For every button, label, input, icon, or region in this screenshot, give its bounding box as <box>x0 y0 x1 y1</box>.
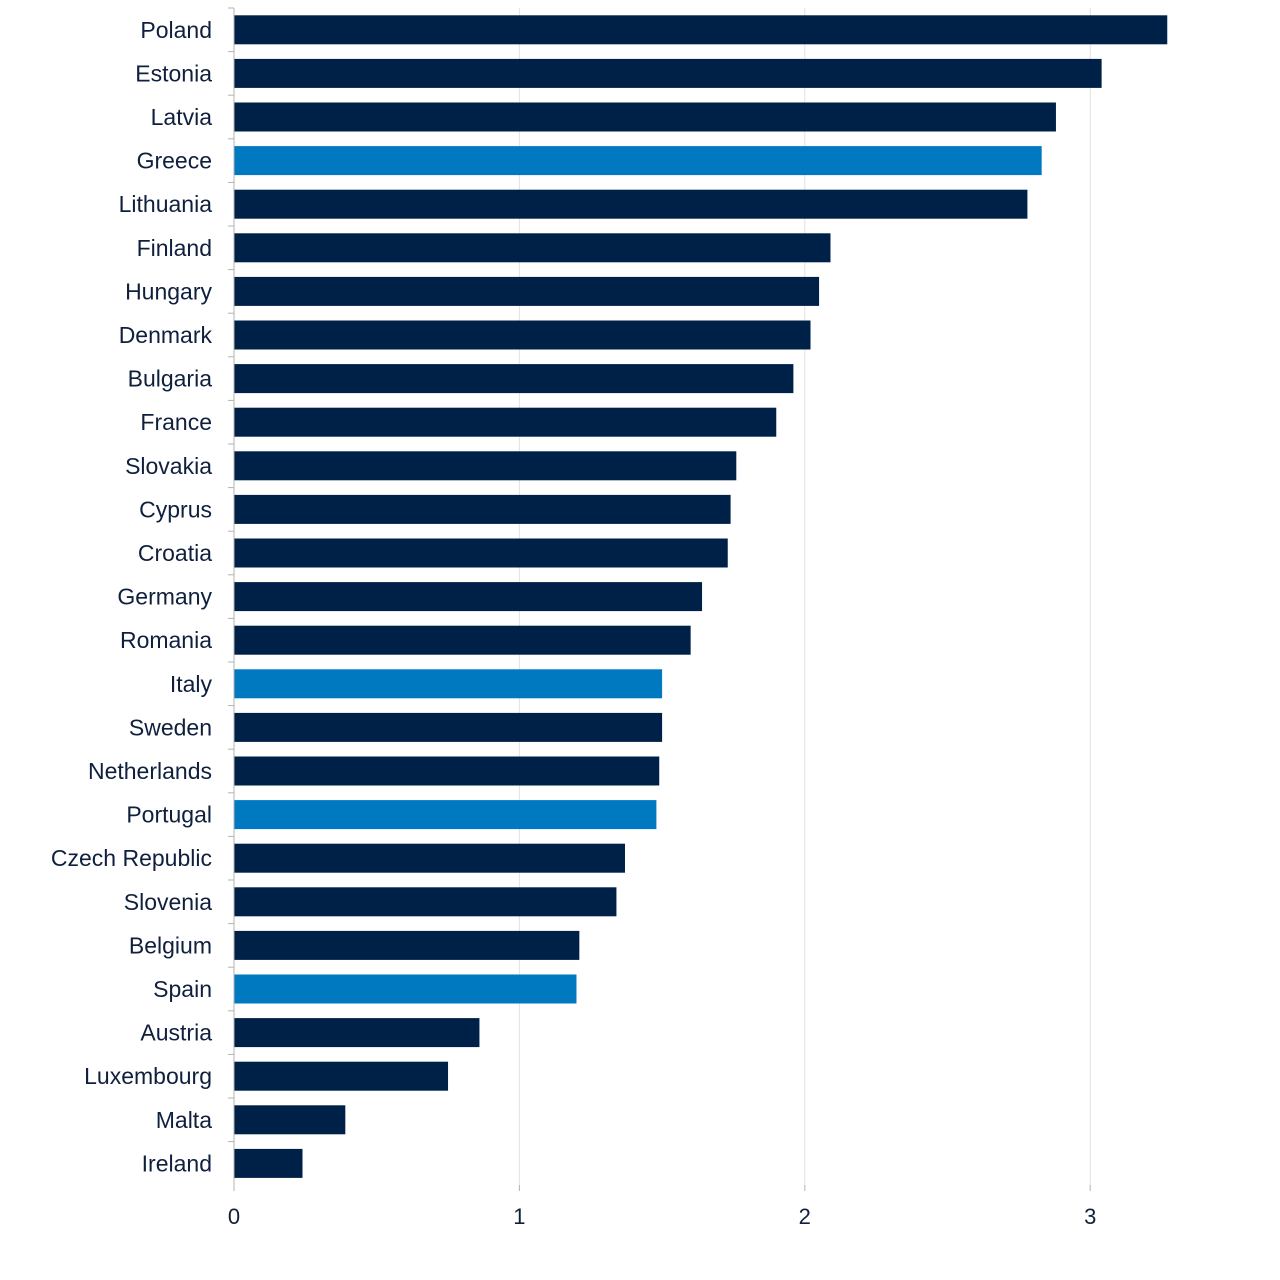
category-label-lithuania: Lithuania <box>119 191 213 217</box>
category-label-greece: Greece <box>137 148 212 174</box>
category-label-germany: Germany <box>117 584 212 610</box>
category-label-romania: Romania <box>120 627 212 653</box>
bar-finland <box>234 233 831 263</box>
bar-bulgaria <box>234 364 794 394</box>
bar-lithuania <box>234 189 1028 219</box>
category-label-czech-republic: Czech Republic <box>51 845 212 871</box>
x-tick-label-2: 2 <box>799 1204 811 1229</box>
bar-belgium <box>234 930 580 960</box>
bar-malta <box>234 1105 346 1135</box>
category-label-bulgaria: Bulgaria <box>128 366 213 392</box>
category-label-malta: Malta <box>156 1107 212 1133</box>
bar-luxembourg <box>234 1061 449 1091</box>
category-label-hungary: Hungary <box>125 278 212 304</box>
bar-czech-republic <box>234 843 625 873</box>
x-tick-label-3: 3 <box>1084 1204 1096 1229</box>
x-tick-label-0: 0 <box>228 1204 240 1229</box>
category-label-slovenia: Slovenia <box>124 889 212 915</box>
category-label-france: France <box>140 409 212 435</box>
x-axis-tick-labels: 0 1 2 3 <box>228 1204 1096 1229</box>
bar-sweden <box>234 712 663 742</box>
category-labels: Poland Estonia Latvia Greece Lithuania Finlan… <box>51 17 213 1177</box>
category-label-finland: Finland <box>137 235 212 261</box>
category-label-sweden: Sweden <box>129 714 212 740</box>
bar-latvia <box>234 102 1056 132</box>
category-label-italy: Italy <box>170 671 213 697</box>
bar-greece <box>234 146 1042 176</box>
bar-estonia <box>234 58 1102 88</box>
bar-poland <box>234 15 1168 45</box>
bar-romania <box>234 625 691 655</box>
bar-croatia <box>234 538 728 568</box>
category-label-spain: Spain <box>153 976 212 1002</box>
bar-ireland <box>234 1148 303 1178</box>
category-label-luxembourg: Luxembourg <box>84 1063 212 1089</box>
category-label-netherlands: Netherlands <box>88 758 212 784</box>
bar-slovakia <box>234 451 737 481</box>
bar-cyprus <box>234 494 731 524</box>
category-label-cyprus: Cyprus <box>139 496 212 522</box>
category-label-ireland: Ireland <box>142 1150 212 1176</box>
bar-germany <box>234 582 703 612</box>
category-label-croatia: Croatia <box>138 540 212 566</box>
bar-portugal <box>234 800 657 830</box>
category-label-latvia: Latvia <box>151 104 213 130</box>
category-label-slovakia: Slovakia <box>125 453 212 479</box>
category-label-estonia: Estonia <box>135 60 212 86</box>
category-label-belgium: Belgium <box>129 932 212 958</box>
category-label-poland: Poland <box>140 17 212 43</box>
bar-italy <box>234 669 663 699</box>
axes <box>228 7 1091 1191</box>
bars <box>234 15 1168 1178</box>
bar-austria <box>234 1018 480 1048</box>
category-label-austria: Austria <box>140 1020 212 1046</box>
category-label-portugal: Portugal <box>126 802 212 828</box>
bar-france <box>234 407 777 437</box>
bar-denmark <box>234 320 811 350</box>
bar-hungary <box>234 276 820 306</box>
bar-netherlands <box>234 756 660 786</box>
bar-slovenia <box>234 887 617 917</box>
category-label-denmark: Denmark <box>119 322 213 348</box>
x-tick-label-1: 1 <box>513 1204 525 1229</box>
bar-spain <box>234 974 577 1004</box>
